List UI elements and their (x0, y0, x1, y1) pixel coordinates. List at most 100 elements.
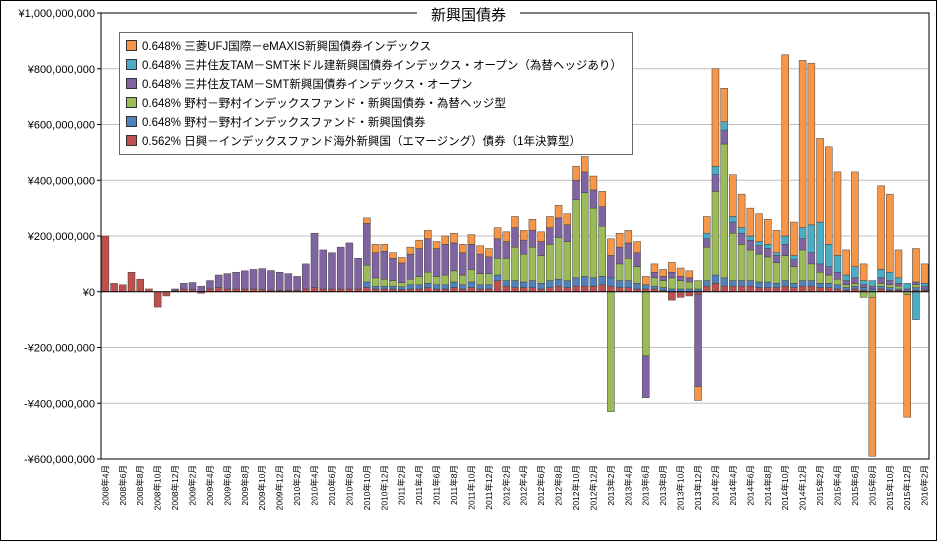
bar-segment (528, 246, 537, 281)
bar-segment (397, 257, 406, 264)
bar-segment (746, 249, 755, 281)
x-axis-label: 2013年12月 (693, 465, 703, 510)
bar-segment (825, 146, 833, 245)
bar-segment (511, 246, 519, 281)
bar-segment (345, 242, 354, 290)
bar-segment (502, 285, 511, 292)
bar-segment (833, 271, 842, 280)
x-axis-label: 2011年4月 (414, 465, 424, 505)
bar-segment (825, 287, 833, 293)
bar-segment (798, 285, 807, 292)
bar-segment (859, 280, 868, 286)
bar-segment (589, 189, 598, 209)
bar-segment (554, 205, 563, 219)
bar-segment (859, 284, 868, 288)
bar-segment (720, 285, 728, 292)
bar-segment (607, 285, 615, 292)
bar-segment (615, 232, 624, 248)
bar-segment (807, 252, 816, 265)
bar-segment (511, 280, 519, 288)
bar-segment (807, 285, 816, 292)
bar-segment (903, 283, 911, 290)
x-axis-label: 2009年4月 (205, 465, 215, 506)
bar-segment (894, 283, 903, 287)
bar-segment (798, 60, 807, 228)
bar-segment (781, 235, 789, 245)
x-axis-label: 2012年12月 (588, 465, 598, 510)
bar-segment (458, 284, 467, 290)
bar-segment (912, 284, 920, 288)
bar-segment (336, 246, 345, 290)
bar-segment (119, 284, 127, 292)
bar-segment (450, 242, 458, 272)
x-axis-label: 2011年6月 (432, 465, 442, 505)
legend-item: 0.648% 三井住友TAM－SMT新興国債券インデックス・オープン (126, 74, 622, 93)
bar-segment (197, 285, 205, 292)
bar-segment (676, 267, 685, 277)
bar-segment (519, 281, 528, 288)
bar-segment (406, 253, 415, 280)
bar-segment (406, 284, 415, 290)
bar-segment (528, 287, 537, 293)
bar-segment (772, 255, 781, 263)
bar-segment (912, 287, 920, 291)
bar-segment (607, 238, 615, 256)
bar-segment (851, 285, 859, 290)
x-axis-label: 2010年12月 (379, 465, 389, 510)
bar-segment (711, 166, 720, 175)
bar-segment (546, 287, 554, 293)
bar-segment (415, 239, 423, 249)
bar-segment (424, 287, 432, 293)
bar-segment (467, 234, 476, 245)
bar-segment (877, 277, 885, 284)
bar-segment (406, 246, 415, 255)
bar-segment (659, 276, 667, 281)
bar-segment (764, 287, 772, 293)
bar-segment (389, 280, 397, 287)
x-axis-label: 2012年6月 (536, 465, 546, 506)
bar-segment (397, 262, 406, 283)
bar-segment (851, 277, 859, 284)
bar-segment (363, 287, 371, 293)
bar-segment (424, 283, 432, 288)
x-axis-label: 2016年2月 (920, 465, 930, 506)
bar-segment (825, 266, 833, 276)
bar-segment (842, 274, 850, 281)
legend: 0.648% 三菱UFJ国際－eMAXIS新興国債券インデックス 0.648% 三… (119, 32, 633, 155)
bar-segment (886, 287, 894, 291)
bar-segment (650, 263, 659, 273)
bar-segment (711, 274, 720, 284)
bar-segment (877, 285, 885, 290)
legend-label: 0.648% 三井住友TAM－SMT米ドル建新興国債券インデックス・オープン（為… (142, 59, 622, 72)
bar-segment (781, 280, 789, 287)
legend-label: 0.648% 野村－野村インデックスファンド・新興国債券 (142, 116, 426, 129)
bar-segment (720, 277, 728, 287)
bar-segment (493, 258, 502, 276)
bar-segment (598, 276, 606, 286)
bar-segment (659, 269, 667, 277)
bar-segment (206, 280, 214, 290)
bar-segment (798, 238, 807, 251)
bar-segment (476, 273, 484, 286)
bar-segment (380, 251, 389, 280)
legend-label: 0.562% 日興－インデックスファンド海外新興国（エマージング）債券（1年決算… (142, 135, 582, 148)
bar-segment (519, 287, 528, 293)
bar-segment (764, 244, 772, 249)
bar-segment (764, 219, 772, 245)
bar-segment (458, 252, 467, 276)
bar-segment (798, 249, 807, 281)
bar-segment (589, 207, 598, 279)
bar-segment (729, 285, 737, 292)
bar-segment (720, 129, 728, 145)
y-axis-label: -¥400,000,000 (24, 398, 95, 410)
bar-segment (607, 255, 615, 279)
bar-segment (441, 235, 450, 245)
bar-segment (790, 283, 798, 288)
bar-segment (859, 291, 868, 298)
bar-segment (511, 216, 519, 228)
bar-segment (528, 230, 537, 248)
bar-segment (842, 284, 850, 288)
bar-segment (476, 253, 484, 274)
legend-item: 0.648% 野村－野村インデックスファンド・新興国債券・為替ヘッジ型 (126, 93, 622, 112)
x-axis-label: 2010年10月 (362, 465, 372, 510)
